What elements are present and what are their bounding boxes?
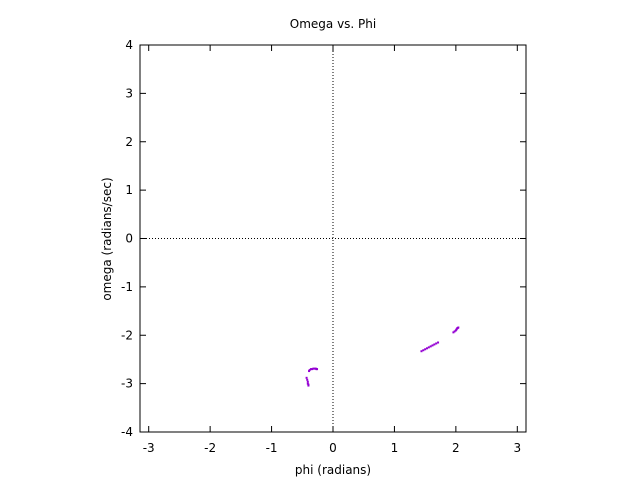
data-point xyxy=(313,367,316,370)
y-tick-label: 2 xyxy=(125,135,133,149)
y-axis-ticks: -4 -3 -2 -1 0 1 2 3 4 xyxy=(121,38,526,439)
x-axis-ticks: -3 -2 -1 0 1 2 3 xyxy=(143,45,521,455)
x-tick-label: 1 xyxy=(391,441,399,455)
y-tick-label: 0 xyxy=(125,232,133,246)
y-tick-label: -2 xyxy=(121,328,133,342)
x-tick-label: -1 xyxy=(266,441,278,455)
y-tick-label: 1 xyxy=(125,183,133,197)
data-point xyxy=(435,342,438,345)
data-point xyxy=(306,380,309,383)
y-tick-label: -4 xyxy=(121,425,133,439)
data-point xyxy=(420,350,423,353)
data-point xyxy=(437,341,440,344)
data-point xyxy=(453,330,456,333)
y-tick-label: -3 xyxy=(121,377,133,391)
x-tick-label: 3 xyxy=(513,441,521,455)
data-point xyxy=(312,367,315,370)
data-point xyxy=(431,344,434,347)
data-point xyxy=(429,345,432,348)
y-axis-label: omega (radians/sec) xyxy=(100,177,114,300)
data-point xyxy=(316,368,319,371)
data-point xyxy=(457,326,460,329)
x-tick-label: 2 xyxy=(452,441,460,455)
data-point xyxy=(306,378,309,381)
data-point xyxy=(424,348,427,351)
x-tick-label: -2 xyxy=(204,441,216,455)
data-point xyxy=(308,369,311,372)
x-tick-label: -3 xyxy=(143,441,155,455)
data-point xyxy=(305,376,308,379)
data-points xyxy=(305,326,460,387)
data-point xyxy=(311,368,314,371)
data-point xyxy=(427,346,430,349)
data-point xyxy=(425,347,428,350)
zero-lines xyxy=(140,45,526,432)
y-tick-label: 3 xyxy=(125,86,133,100)
data-point xyxy=(307,384,310,387)
chart-title: Omega vs. Phi xyxy=(290,17,376,31)
y-tick-label: 4 xyxy=(125,38,133,52)
data-point xyxy=(452,331,455,334)
data-point xyxy=(422,349,425,352)
x-axis-label: phi (radians) xyxy=(295,463,371,477)
y-tick-label: -1 xyxy=(121,280,133,294)
data-point xyxy=(433,343,436,346)
x-tick-label: 0 xyxy=(329,441,337,455)
data-point xyxy=(309,368,312,371)
